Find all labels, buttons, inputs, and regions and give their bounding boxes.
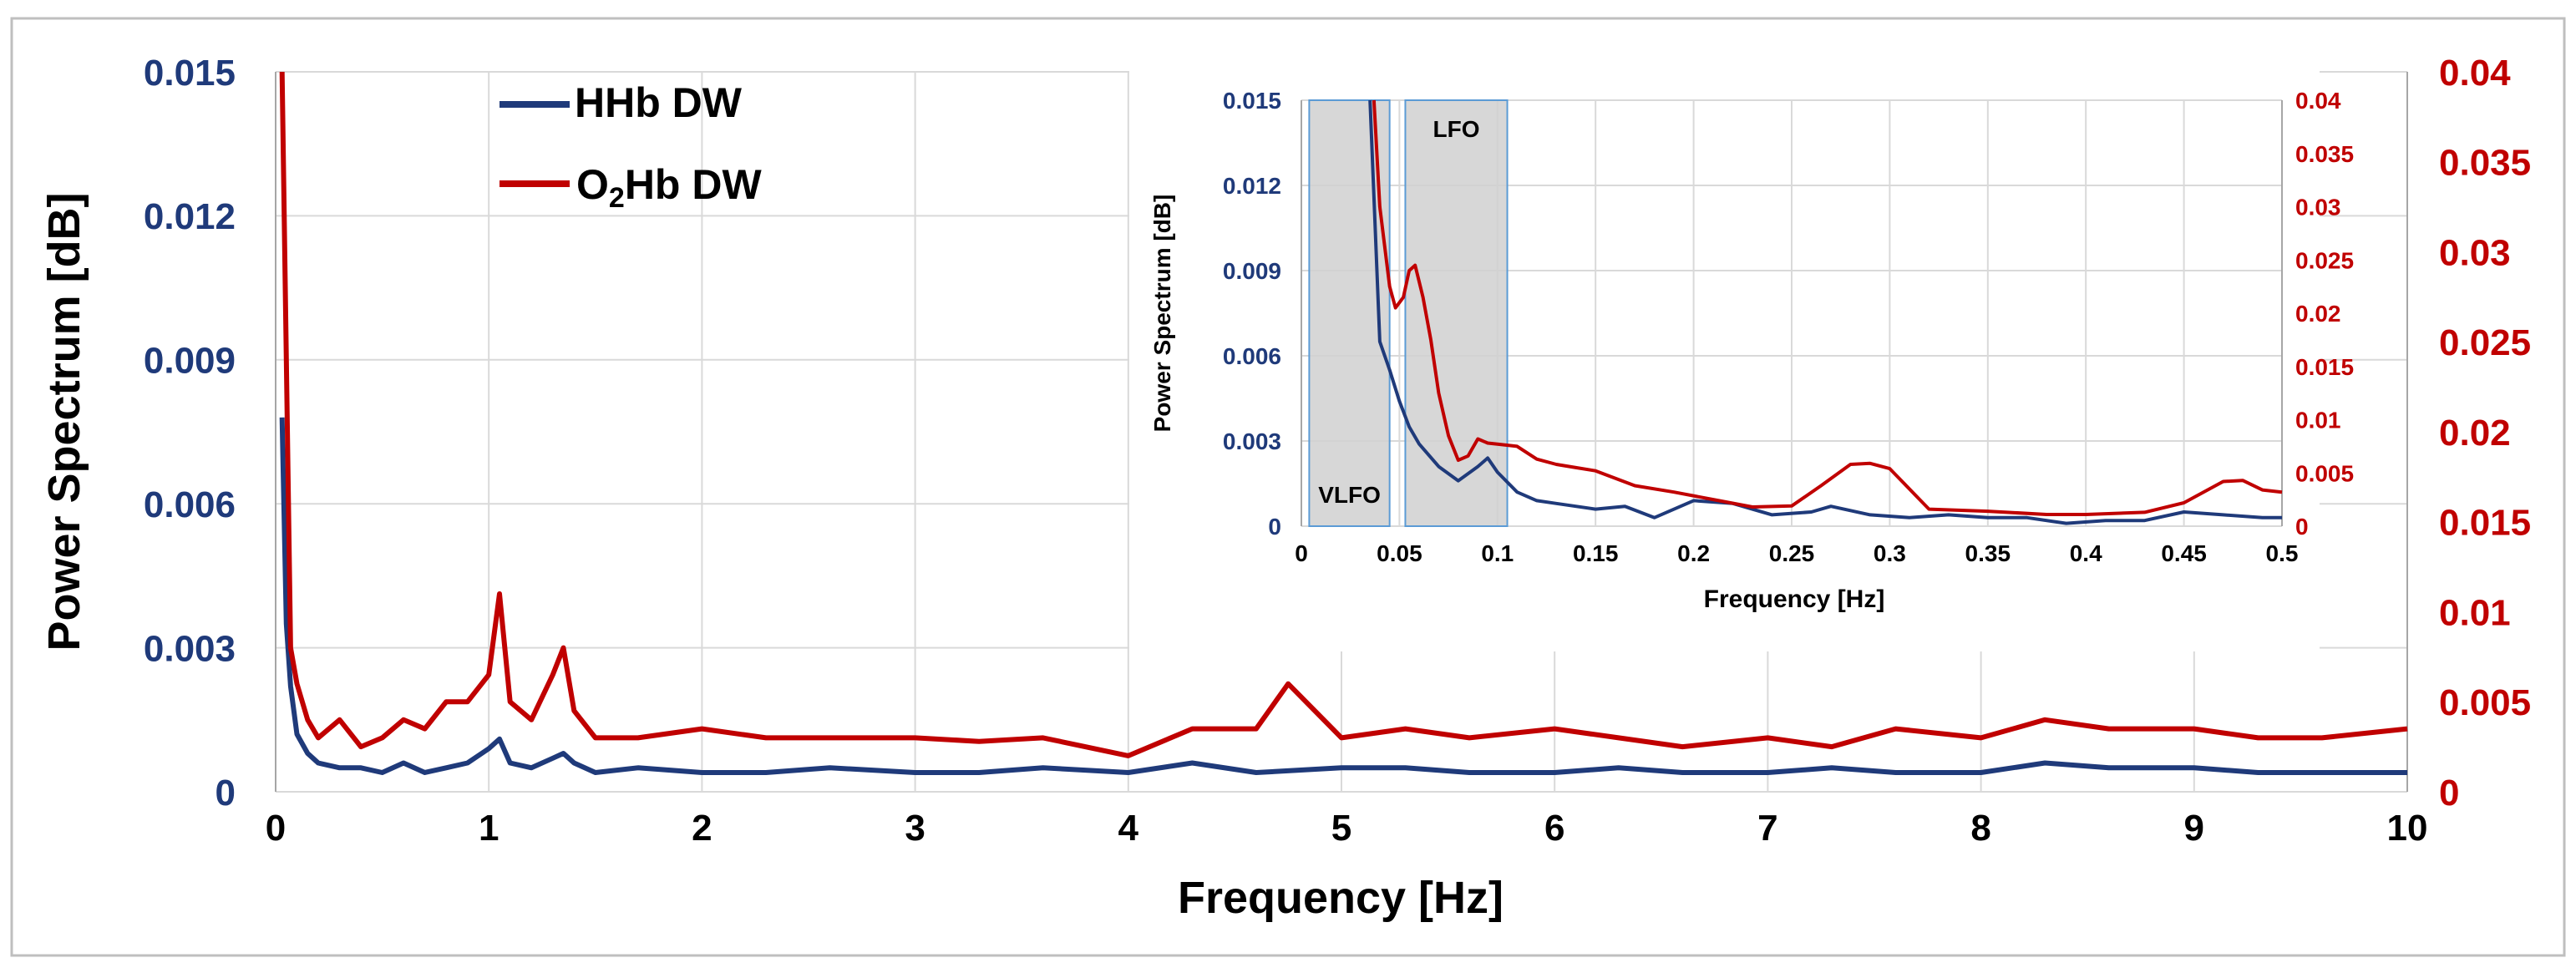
main-right-y-tick-label: 0.04 (2439, 53, 2511, 94)
main-x-tick-label: 3 (905, 808, 925, 849)
main-left-y-tick-label: 0.015 (144, 53, 236, 94)
main-x-tick-label: 10 (2387, 808, 2428, 849)
main-right-y-tick-label: 0.015 (2439, 503, 2531, 544)
inset-x-axis-label: Frequency [Hz] (1704, 585, 1885, 613)
main-right-y-tick-label: 0.035 (2439, 143, 2531, 184)
inset-right-y-tick-label: 0.025 (2295, 247, 2354, 273)
inset-left-y-tick-label: 0 (1268, 514, 1281, 540)
legend-o2hb-label: O2Hb DW (576, 161, 762, 214)
inset-right-y-tick-label: 0.035 (2295, 141, 2354, 167)
inset-chart: VLFO LFO 0 0.05 0.1 0.15 0.2 0.25 0.3 0.35 0.4 0.4… (1129, 67, 2354, 651)
main-x-tick-label: 4 (1118, 808, 1139, 849)
main-left-y-tick-label: 0.003 (144, 628, 236, 669)
main-lines (279, 71, 2408, 775)
main-x-tick-label: 0 (266, 808, 286, 849)
figure-frame (10, 17, 2566, 957)
inset-ticks: 0 0.05 0.1 0.15 0.2 0.25 0.3 0.35 0.4 0.45 0.500.0… (1223, 88, 2354, 566)
main-right-y-tick-label: 0 (2439, 773, 2459, 813)
main-x-tick-label: 8 (1970, 808, 1990, 849)
main-series-hhb-line (279, 417, 2407, 775)
inset-x-tick-label: 0.15 (1573, 540, 1619, 566)
inset-right-y-tick-label: 0.005 (2295, 460, 2354, 486)
inset-x-tick-label: 0 (1295, 540, 1308, 566)
inset-x-tick-label: 0.2 (1677, 540, 1710, 566)
legend-hhb-label: HHb DW (575, 79, 743, 126)
inset-left-y-tick-label: 0.006 (1223, 343, 1281, 369)
inset-x-tick-label: 0.05 (1377, 540, 1422, 566)
inset-right-y-tick-label: 0 (2295, 514, 2309, 540)
main-right-y-tick-label: 0.01 (2439, 592, 2511, 633)
main-x-axis-label: Frequency [Hz] (1178, 873, 1504, 923)
inset-x-tick-label: 0.25 (1769, 540, 1815, 566)
inset-left-y-tick-label: 0.012 (1223, 173, 1281, 199)
inset-right-y-tick-label: 0.04 (2295, 88, 2341, 114)
main-x-tick-label: 5 (1331, 808, 1351, 849)
main-y-axis-label: Power Spectrum [dB] (39, 192, 89, 651)
legend: HHb DW O2Hb DW (499, 79, 762, 214)
inset-left-y-tick-label: 0.015 (1223, 88, 1281, 114)
main-ticks: 0 1 2 3 4 5 6 7 8 9 1000.0030.0060.0090.0120.01500… (144, 53, 2531, 849)
inset-right-y-tick-label: 0.015 (2295, 354, 2354, 380)
main-x-tick-label: 7 (1757, 808, 1777, 849)
inset-lines (1368, 99, 2283, 525)
main-right-y-tick-label: 0.005 (2439, 682, 2531, 723)
legend-o2hb-label-rest: Hb DW (625, 161, 763, 208)
inset-right-y-tick-label: 0.02 (2295, 301, 2341, 327)
legend-o2hb-label-sub: 2 (609, 182, 625, 214)
inset-series-o2hb-line (1372, 99, 2283, 516)
inset-bands: VLFO LFO (1308, 99, 1509, 527)
main-left-y-tick-label: 0.012 (144, 196, 236, 237)
inset-x-tick-label: 0.35 (1965, 540, 2011, 566)
inset-x-tick-label: 0.5 (2266, 540, 2299, 566)
main-x-tick-label: 9 (2184, 808, 2204, 849)
main-left-y-tick-label: 0 (216, 773, 236, 813)
main-right-y-tick-label: 0.03 (2439, 232, 2511, 273)
inset-series-hhb-line (1368, 99, 2282, 525)
main-x-tick-label: 2 (692, 808, 712, 849)
main-left-y-tick-label: 0.009 (144, 341, 236, 382)
inset-right-y-tick-label: 0.03 (2295, 195, 2341, 220)
inset-band-label: LFO (1433, 116, 1479, 142)
inset-left-y-tick-label: 0.009 (1223, 258, 1281, 284)
inset-grid (1301, 99, 2283, 527)
inset-y-axis-label: Power Spectrum [dB] (1149, 195, 1175, 433)
main-series-o2hb-line (279, 71, 2408, 758)
main-x-tick-label: 6 (1544, 808, 1564, 849)
inset-x-tick-label: 0.4 (2070, 540, 2102, 566)
inset-x-tick-label: 0.45 (2161, 540, 2207, 566)
legend-o2hb-label-main: O (576, 161, 609, 208)
inset-right-y-tick-label: 0.01 (2295, 408, 2341, 433)
inset-x-tick-label: 0.1 (1481, 540, 1514, 566)
inset-band-label: VLFO (1318, 482, 1381, 508)
main-x-tick-label: 1 (479, 808, 499, 849)
inset-x-tick-label: 0.3 (1874, 540, 1906, 566)
main-right-y-tick-label: 0.02 (2439, 413, 2511, 454)
main-left-y-tick-label: 0.006 (144, 484, 236, 525)
inset-left-y-tick-label: 0.003 (1223, 428, 1281, 454)
main-right-y-tick-label: 0.025 (2439, 322, 2531, 363)
